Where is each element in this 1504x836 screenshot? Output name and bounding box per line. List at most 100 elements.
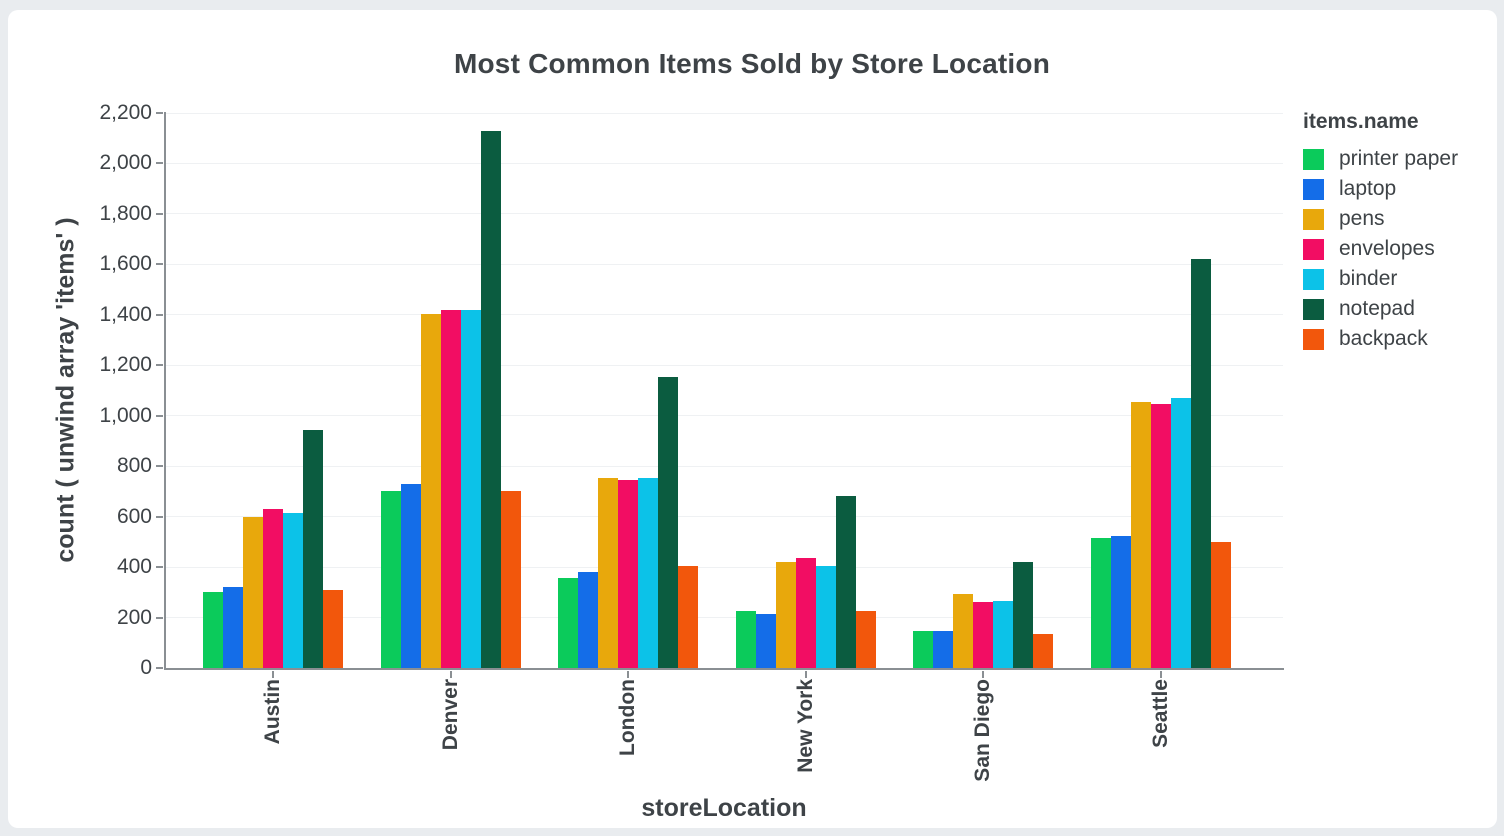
bar-pens-denver[interactable] xyxy=(420,313,441,668)
gridline xyxy=(166,415,1283,417)
bar-notepad-san-diego[interactable] xyxy=(1013,562,1033,668)
y-tick-mark xyxy=(156,162,163,165)
bar-notepad-london[interactable] xyxy=(658,376,678,668)
bar-backpack-denver[interactable] xyxy=(500,491,521,668)
bar-pens-seattle[interactable] xyxy=(1130,401,1151,668)
bar-binder-new-york[interactable] xyxy=(815,565,836,668)
bar-group-london xyxy=(558,113,698,668)
bar-printer-paper-san-diego[interactable] xyxy=(913,631,933,668)
x-category-label-san-diego: San Diego xyxy=(971,679,994,782)
y-tick-label: 1,600 xyxy=(99,252,152,276)
x-tick-mark xyxy=(449,671,452,678)
bar-notepad-seattle[interactable] xyxy=(1190,259,1211,668)
gridline xyxy=(166,566,1283,568)
gridline xyxy=(166,112,1283,114)
bar-backpack-new-york[interactable] xyxy=(855,611,876,668)
bar-printer-paper-new-york[interactable] xyxy=(735,611,756,668)
bar-notepad-denver[interactable] xyxy=(480,130,501,668)
y-tick-label: 1,200 xyxy=(99,353,152,377)
bar-binder-denver[interactable] xyxy=(460,309,481,668)
y-tick-mark xyxy=(156,263,163,266)
bar-pens-new-york[interactable] xyxy=(775,562,796,668)
bar-envelopes-san-diego[interactable] xyxy=(973,602,993,668)
legend-item-binder: binder xyxy=(1303,264,1458,294)
legend-item-label: laptop xyxy=(1339,177,1397,200)
legend-swatch-binder xyxy=(1303,268,1324,290)
bar-printer-paper-london[interactable] xyxy=(558,578,578,668)
chart-title: Most Common Items Sold by Store Location xyxy=(453,48,1051,79)
x-tick-mark xyxy=(1159,671,1162,678)
bar-printer-paper-denver[interactable] xyxy=(380,491,401,668)
bar-backpack-san-diego[interactable] xyxy=(1033,633,1053,668)
bar-printer-paper-seattle[interactable] xyxy=(1090,538,1111,668)
bar-notepad-austin[interactable] xyxy=(303,429,323,668)
bar-group-san-diego xyxy=(913,113,1053,668)
plot-area xyxy=(166,112,1283,668)
x-axis-title: storeLocation xyxy=(641,794,807,822)
bar-envelopes-seattle[interactable] xyxy=(1150,404,1171,668)
bar-binder-austin[interactable] xyxy=(283,512,303,668)
bar-laptop-london[interactable] xyxy=(578,572,598,668)
legend-swatch-laptop xyxy=(1303,178,1324,200)
bar-envelopes-denver[interactable] xyxy=(440,309,461,668)
bar-laptop-seattle[interactable] xyxy=(1110,535,1131,668)
gridline xyxy=(166,516,1283,518)
bar-laptop-austin[interactable] xyxy=(223,587,243,668)
gridline xyxy=(166,162,1283,164)
legend-swatch-notepad xyxy=(1303,298,1324,320)
x-category-label-austin: Austin xyxy=(261,679,284,745)
gridline xyxy=(166,465,1283,467)
legend-item-pens: pens xyxy=(1303,204,1458,234)
bar-laptop-san-diego[interactable] xyxy=(933,631,953,668)
y-tick-mark xyxy=(156,616,163,619)
x-category-label-denver: Denver xyxy=(438,679,462,751)
bar-pens-london[interactable] xyxy=(598,477,618,668)
legend-item-label: envelopes xyxy=(1339,237,1435,260)
bar-pens-austin[interactable] xyxy=(243,516,263,668)
y-tick-label: 1,800 xyxy=(99,201,152,225)
y-tick-label: 2,200 xyxy=(99,101,152,124)
y-tick-mark xyxy=(156,313,163,316)
y-tick-label: 800 xyxy=(116,454,152,478)
bar-envelopes-austin[interactable] xyxy=(263,509,283,668)
gridline xyxy=(166,364,1283,366)
bar-backpack-austin[interactable] xyxy=(323,589,343,668)
bar-binder-san-diego[interactable] xyxy=(993,601,1013,668)
legend-title: items.name xyxy=(1303,110,1419,133)
bar-laptop-new-york[interactable] xyxy=(755,613,776,668)
bar-printer-paper-austin[interactable] xyxy=(203,592,223,668)
bar-laptop-denver[interactable] xyxy=(400,483,421,668)
gridline xyxy=(166,314,1283,316)
bar-pens-san-diego[interactable] xyxy=(953,593,973,668)
y-tick-mark xyxy=(156,212,163,215)
legend-item-laptop: laptop xyxy=(1303,174,1458,204)
legend-item-label: binder xyxy=(1339,267,1398,290)
y-tick-label: 1,400 xyxy=(99,302,152,326)
bar-envelopes-london[interactable] xyxy=(618,480,638,668)
legend-swatch-printer-paper xyxy=(1303,148,1324,170)
y-tick-mark xyxy=(156,414,163,417)
bar-notepad-new-york[interactable] xyxy=(835,496,856,668)
chart-card xyxy=(8,10,1497,828)
x-tick-mark xyxy=(272,671,274,678)
bar-backpack-seattle[interactable] xyxy=(1210,541,1231,668)
y-tick-mark xyxy=(156,566,163,569)
gridline xyxy=(166,213,1283,215)
bar-envelopes-new-york[interactable] xyxy=(795,558,816,668)
y-tick-label: 200 xyxy=(116,605,152,629)
y-tick-label: 600 xyxy=(116,504,152,528)
bar-binder-london[interactable] xyxy=(638,477,658,668)
bar-backpack-london[interactable] xyxy=(678,565,698,668)
legend-items: printer paper laptop pens envelopes binder no… xyxy=(1303,144,1458,354)
legend-item-label: notepad xyxy=(1339,297,1415,320)
y-tick-label: 0 xyxy=(140,656,152,679)
x-tick-mark xyxy=(627,671,629,678)
y-tick-mark xyxy=(156,364,163,367)
legend-item-label: backpack xyxy=(1339,327,1428,350)
x-tick-mark xyxy=(982,671,984,678)
x-category-label-new-york: New York xyxy=(793,679,817,773)
bar-binder-seattle[interactable] xyxy=(1170,398,1191,668)
gridline xyxy=(166,263,1283,265)
bar-group-new-york xyxy=(735,113,876,668)
